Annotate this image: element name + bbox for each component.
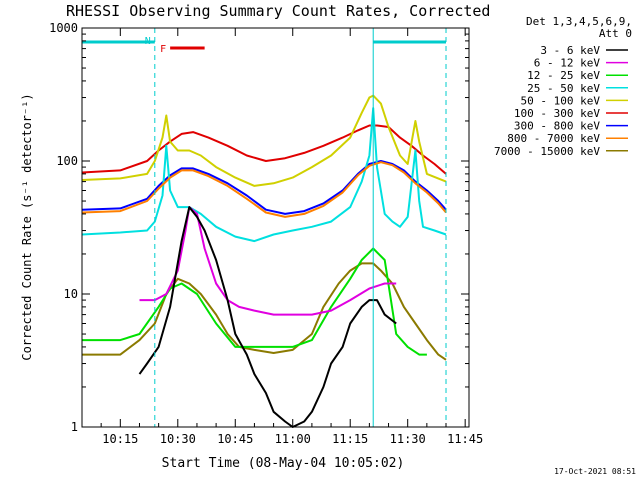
y-axis-label: Corrected Count Rate (s⁻¹ detector⁻¹): [20, 93, 34, 360]
legend-header-2: Att 0: [599, 27, 632, 40]
series-line-7: [81, 161, 447, 218]
axes: 10:15 10:30 10:45 11:00 11:15 11:30 11:45 1 10 10…: [49, 21, 483, 446]
legend-label-7: 800 - 7000 keV: [507, 132, 600, 145]
x-tick-label-4: 11:15: [332, 432, 368, 446]
x-tick-label-6: 11:45: [447, 432, 483, 446]
x-tick-label-1: 10:30: [160, 432, 196, 446]
y-tick-label-0: 1: [71, 420, 78, 434]
flag-label-0: N: [145, 36, 151, 47]
legend-label-0: 3 - 6 keV: [540, 44, 600, 57]
x-tick-label-5: 11:30: [390, 432, 426, 446]
plot-content: NF: [81, 28, 447, 428]
legend-label-5: 100 - 300 keV: [514, 107, 600, 120]
legend-label-2: 12 - 25 keV: [527, 69, 600, 82]
x-tick-label-2: 10:45: [217, 432, 253, 446]
plot-frame: [81, 27, 470, 428]
legend-header-1: Det 1,3,4,5,6,9,: [526, 15, 632, 28]
y-tick-label-1: 10: [64, 287, 78, 301]
flag-label-1: F: [160, 44, 166, 55]
series-line-0: [138, 206, 397, 428]
series-line-1: [139, 206, 397, 316]
x-tick-label-3: 11:00: [275, 432, 311, 446]
legend-label-8: 7000 - 15000 keV: [494, 145, 600, 158]
y-tick-label-2: 100: [56, 154, 78, 168]
y-tick-label-3: 1000: [49, 21, 78, 35]
x-axis-label: Start Time (08-May-04 10:05:02): [162, 456, 405, 471]
legend-label-3: 25 - 50 keV: [527, 82, 600, 95]
x-tick-label-0: 10:15: [102, 432, 138, 446]
legend-label-6: 300 - 800 keV: [514, 120, 600, 133]
series-line-3: [81, 107, 447, 243]
series-line-4: [81, 94, 447, 187]
chart-title: RHESSI Observing Summary Count Rates, Co…: [66, 2, 490, 20]
timestamp: 17-Oct-2021 08:51: [554, 467, 636, 476]
legend-label-1: 6 - 12 keV: [534, 57, 601, 70]
series-line-5: [81, 124, 447, 175]
legend-label-4: 50 - 100 keV: [521, 94, 601, 107]
series-line-2: [82, 247, 427, 356]
